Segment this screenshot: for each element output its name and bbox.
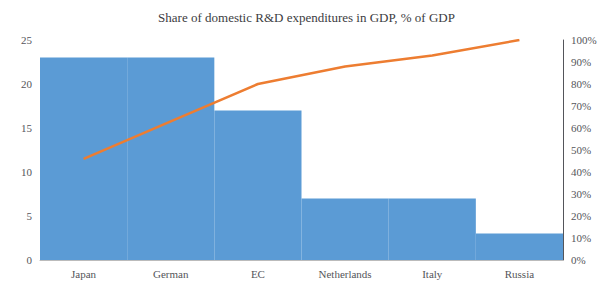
svg-text:20%: 20% [571,210,591,222]
svg-text:60%: 60% [571,122,591,134]
svg-text:0: 0 [27,254,33,266]
svg-text:5: 5 [27,210,33,222]
svg-text:10%: 10% [571,232,591,244]
svg-text:100%: 100% [571,34,597,46]
svg-text:Russia: Russia [505,268,534,280]
svg-text:80%: 80% [571,78,591,90]
svg-text:15: 15 [21,122,33,134]
svg-text:90%: 90% [571,56,591,68]
svg-text:Share of domestic R&D expendit: Share of domestic R&D expenditures in GD… [158,10,455,25]
svg-text:Italy: Italy [422,268,443,280]
svg-text:Japan: Japan [71,268,97,280]
svg-text:EC: EC [251,268,265,280]
svg-text:40%: 40% [571,166,591,178]
svg-text:0%: 0% [571,254,586,266]
svg-text:20: 20 [21,78,33,90]
svg-text:Netherlands: Netherlands [319,268,372,280]
svg-text:25: 25 [21,34,33,46]
svg-text:30%: 30% [571,188,591,200]
svg-text:German: German [153,268,189,280]
svg-text:10: 10 [21,166,33,178]
svg-text:70%: 70% [571,100,591,112]
svg-text:50%: 50% [571,144,591,156]
